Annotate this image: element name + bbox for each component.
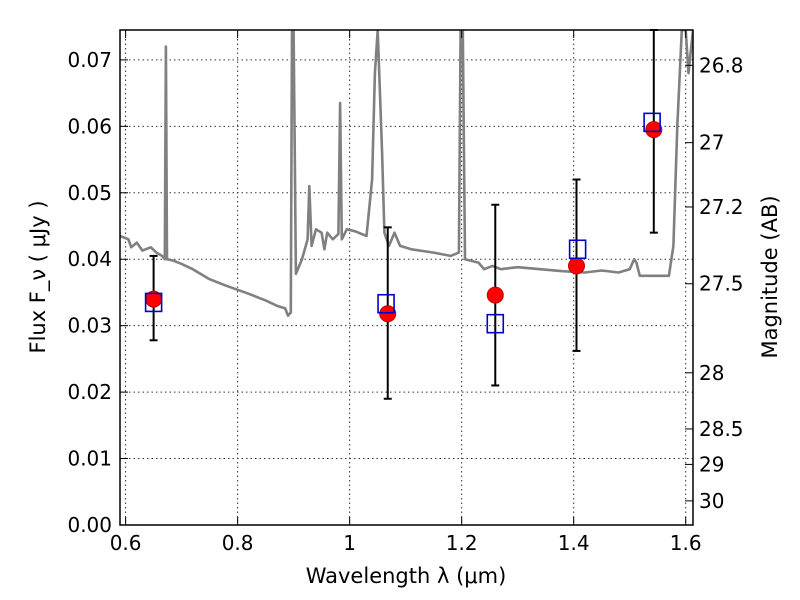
model-point — [144, 292, 163, 313]
plot-frame — [119, 29, 694, 526]
mag-tick-label: 29 — [699, 452, 724, 476]
mag-tick-label: 27.5 — [699, 272, 744, 296]
x-tick-label: 1.6 — [670, 531, 702, 555]
observed-point — [379, 305, 397, 323]
mag-tick-label: 26.8 — [699, 53, 744, 77]
observed-point — [486, 286, 504, 304]
y-tick-label: 0.03 — [67, 314, 112, 338]
y-axis-title: Flux F_ν ( μJy ) — [26, 200, 51, 353]
x-tick-label: 0.8 — [222, 531, 254, 555]
y-tick-label: 0.01 — [67, 447, 112, 471]
x-axis-title: Wavelength λ (μm) — [306, 564, 507, 588]
x-tick-label: 0.6 — [110, 531, 142, 555]
model-points — [144, 112, 661, 334]
x-tick-label: 1.4 — [558, 531, 590, 555]
mag-tick-label: 27 — [699, 131, 724, 155]
mag-tick-label: 30 — [699, 489, 724, 513]
model-point — [643, 112, 661, 133]
y-tick-label: 0.00 — [67, 513, 112, 537]
y-tick-label: 0.07 — [67, 48, 112, 72]
y-tick-label: 0.05 — [67, 181, 112, 205]
mag-tick-label: 28 — [699, 361, 724, 385]
grid-lines — [120, 30, 693, 526]
mag-tick-label: 27.2 — [699, 195, 744, 219]
model-point — [486, 313, 505, 334]
y-tick-label: 0.02 — [67, 380, 112, 404]
right-axis-title: Magnitude (AB) — [758, 195, 782, 358]
y-tick-label: 0.06 — [67, 114, 112, 138]
mag-tick-label: 28.5 — [699, 417, 744, 441]
plot-area — [120, 30, 693, 317]
axis-ticks: 0.6 0.8 1 1.2 1.4 1.6 0.00 0.01 0.02 0.03 0.04 0.05… — [67, 30, 744, 555]
model-point — [568, 239, 587, 260]
model-point — [377, 293, 395, 314]
model-spectrum-line — [120, 30, 693, 317]
observed-point — [567, 257, 585, 275]
y-tick-label: 0.04 — [67, 247, 112, 271]
x-tick-label: 1.2 — [446, 531, 478, 555]
x-tick-label: 1 — [343, 531, 356, 555]
observed-point — [645, 121, 663, 139]
